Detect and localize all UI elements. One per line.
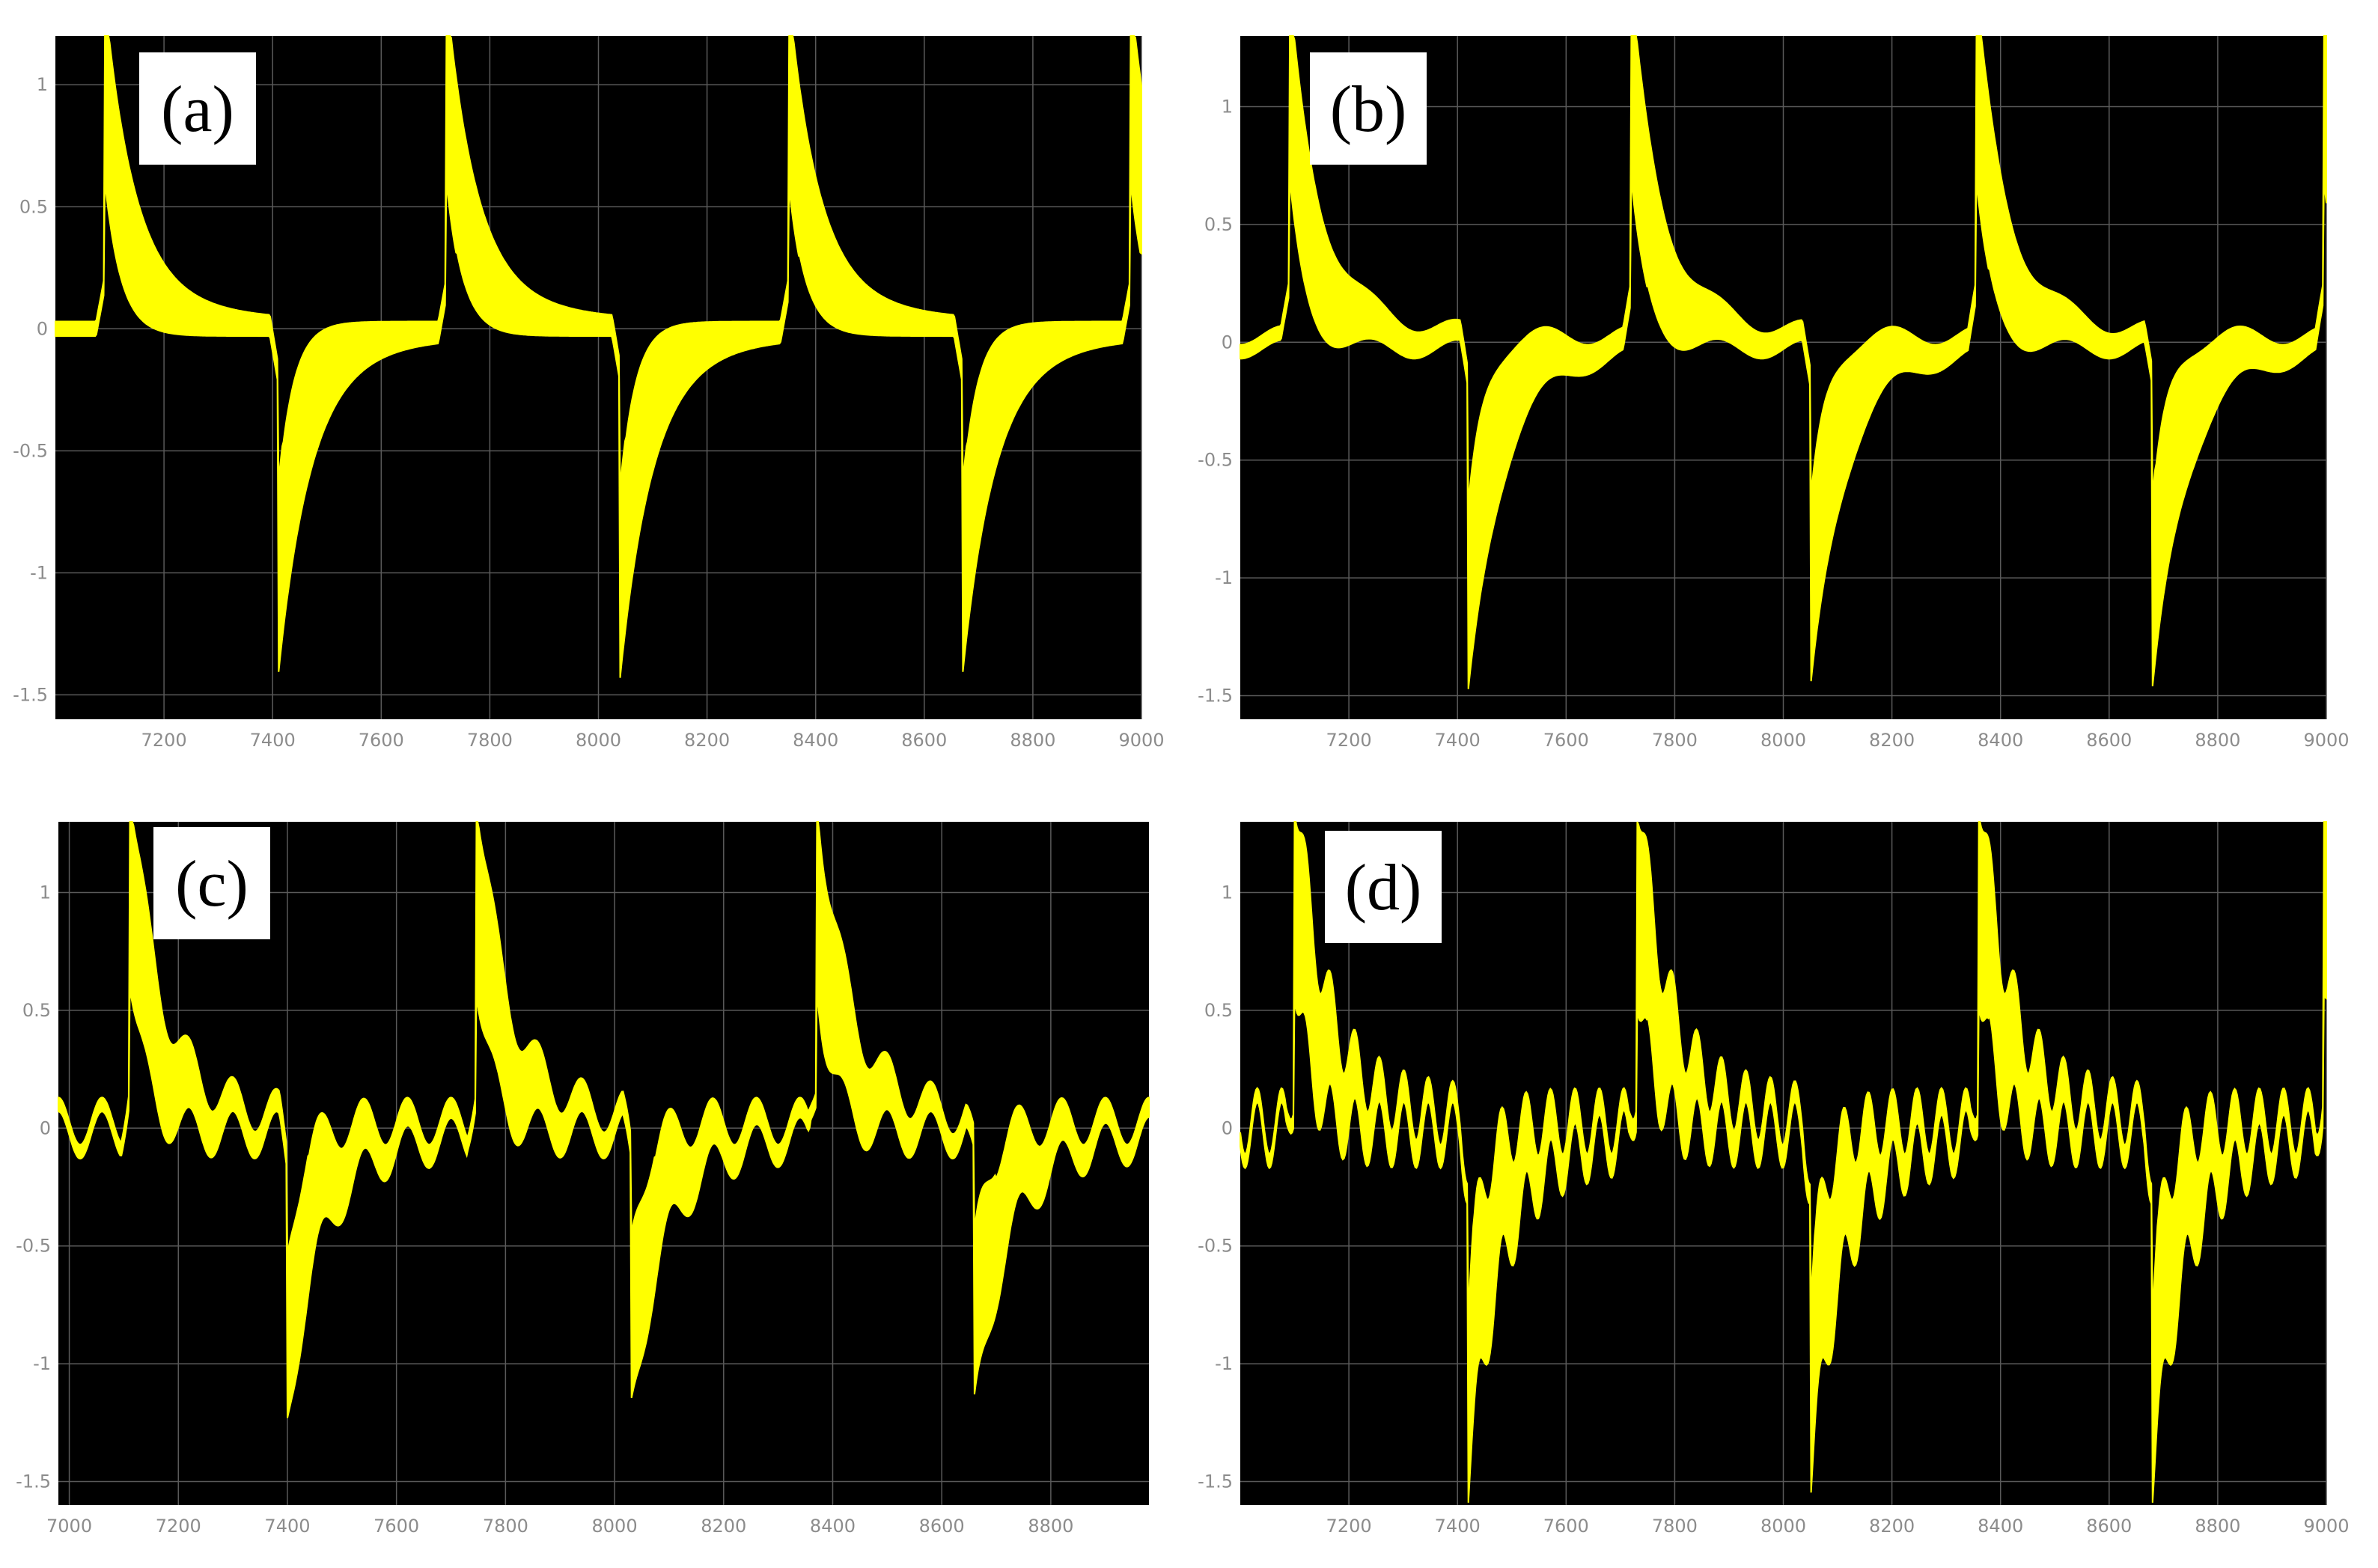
signal-trace — [1240, 821, 2327, 1503]
x-tick-label: 7200 — [1326, 1516, 1372, 1537]
y-tick-label: 0 — [1222, 1117, 1233, 1138]
panel-label-box — [139, 52, 256, 165]
x-tick-label: 9000 — [2303, 1516, 2349, 1537]
y-tick-label: -1 — [30, 562, 48, 583]
x-tick-label: 7600 — [1543, 730, 1589, 751]
x-tick-label: 7400 — [1435, 1516, 1481, 1537]
panel-label: (c) — [175, 848, 249, 921]
x-tick-label: 8200 — [1869, 1516, 1915, 1537]
x-tick-label: 8800 — [1010, 730, 1055, 751]
y-tick-label: 1 — [37, 74, 48, 95]
y-tick-label: 0.5 — [19, 196, 48, 217]
y-tick-label: 0 — [1222, 332, 1233, 353]
x-tick-label: 8000 — [1760, 1516, 1806, 1537]
y-tick-label: 1 — [40, 882, 51, 903]
x-tick-label: 7600 — [359, 730, 404, 751]
panel-label-box — [1325, 831, 1442, 943]
signal-trace — [1240, 35, 2327, 689]
x-tick-label: 7800 — [1652, 1516, 1698, 1537]
y-tick-label: -1 — [1215, 567, 1233, 588]
y-tick-label: 0 — [37, 318, 48, 339]
x-tick-label: 8400 — [1978, 730, 2023, 751]
x-tick-label: 8800 — [1028, 1516, 1073, 1537]
x-tick-label: 8000 — [592, 1516, 638, 1537]
y-tick-label: 1 — [1222, 96, 1233, 117]
x-tick-label: 9000 — [1118, 730, 1164, 751]
x-tick-label: 8600 — [2086, 1516, 2132, 1537]
panel-d: 7200 7400 7600 7800 8000 8200 8400 8600 8800 9000… — [1198, 821, 2350, 1537]
x-tick-label: 8600 — [901, 730, 947, 751]
y-tick-label: -1.5 — [16, 1471, 51, 1492]
x-tick-label: 7400 — [1435, 730, 1481, 751]
panel-label-box — [1310, 52, 1427, 165]
x-tick-label: 7800 — [1652, 730, 1698, 751]
y-tick-label: -0.5 — [1198, 450, 1233, 471]
panel-b: 7200 7400 7600 7800 8000 8200 8400 8600 8800 9000… — [1198, 35, 2350, 751]
x-tick-label: 8400 — [793, 730, 838, 751]
x-tick-label: 7400 — [250, 730, 296, 751]
x-tick-label: 7600 — [1543, 1516, 1589, 1537]
y-tick-label: -1 — [1215, 1353, 1233, 1374]
x-tick-label: 7800 — [483, 1516, 528, 1537]
x-tick-label: 8400 — [810, 1516, 856, 1537]
y-tick-label: -1.5 — [1198, 686, 1233, 707]
x-tick-label: 8200 — [1869, 730, 1915, 751]
panel-label: (b) — [1330, 73, 1407, 146]
x-tick-label: 8400 — [1978, 1516, 2023, 1537]
x-tick-label: 7400 — [264, 1516, 310, 1537]
x-tick-label: 8200 — [684, 730, 730, 751]
x-tick-label: 8800 — [2195, 1516, 2240, 1537]
y-tick-label: -1.5 — [13, 684, 48, 705]
y-tick-label: -0.5 — [1198, 1236, 1233, 1257]
x-tick-label: 7000 — [46, 1516, 92, 1537]
x-tick-label: 7200 — [141, 730, 187, 751]
y-tick-label: -0.5 — [16, 1236, 51, 1257]
x-tick-label: 7200 — [156, 1516, 201, 1537]
y-tick-label: 0 — [40, 1117, 51, 1138]
x-tick-label: 8000 — [576, 730, 621, 751]
panel-a: 7200 7400 7600 7800 8000 8200 8400 8600 8800 9000… — [13, 35, 1165, 751]
y-tick-label: -1.5 — [1198, 1471, 1233, 1492]
x-tick-label: 9000 — [2303, 730, 2349, 751]
y-tick-label: 0.5 — [22, 1000, 51, 1021]
y-tick-label: 0.5 — [1204, 214, 1233, 235]
x-tick-label: 8600 — [2086, 730, 2132, 751]
panel-label-box — [153, 827, 270, 939]
x-tick-label: 7200 — [1326, 730, 1372, 751]
signal-trace — [55, 35, 1142, 678]
x-tick-label: 8200 — [701, 1516, 746, 1537]
x-tick-label: 7600 — [374, 1516, 419, 1537]
panel-label: (d) — [1345, 852, 1422, 924]
signal-trace — [58, 821, 1150, 1418]
x-tick-label: 7800 — [467, 730, 513, 751]
y-tick-label: 0.5 — [1204, 1000, 1233, 1021]
y-tick-label: 1 — [1222, 882, 1233, 903]
x-tick-label: 8000 — [1760, 730, 1806, 751]
y-tick-label: -1 — [33, 1353, 51, 1374]
x-tick-label: 8800 — [2195, 730, 2240, 751]
panel-label: (a) — [161, 73, 234, 146]
x-tick-label: 8600 — [919, 1516, 965, 1537]
y-tick-label: -0.5 — [13, 440, 48, 461]
panel-c: 7000 7200 7400 7600 7800 8000 8200 8400 8600 8800… — [16, 821, 1150, 1537]
